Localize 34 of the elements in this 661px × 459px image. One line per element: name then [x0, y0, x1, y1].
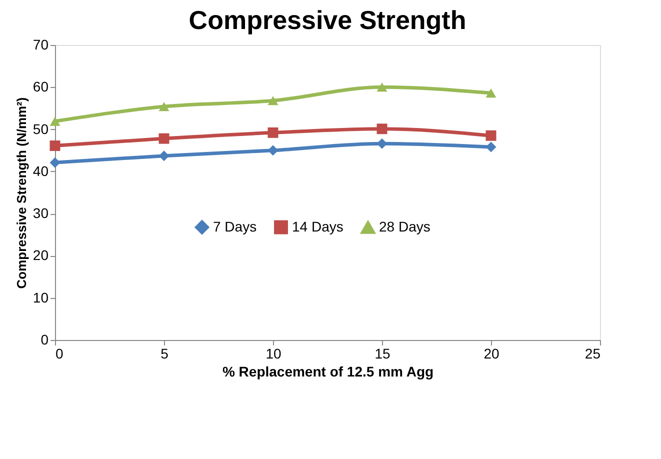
point	[158, 133, 170, 144]
point	[486, 88, 496, 98]
x-tick-label: 25	[584, 346, 601, 362]
point	[158, 150, 170, 162]
point	[268, 127, 278, 138]
point	[486, 130, 496, 141]
x-tick-label: 15	[374, 346, 390, 362]
point	[158, 102, 170, 112]
point	[486, 142, 496, 152]
point	[268, 145, 278, 156]
y-tick-label: 70	[32, 36, 49, 52]
y-tick-label: 30	[32, 205, 49, 222]
x-tick-label: 0	[56, 346, 64, 362]
y-tick-label: 60	[32, 78, 49, 95]
y-tick-label: 20	[32, 247, 49, 264]
point	[268, 96, 278, 106]
y-tick-label: 10	[32, 289, 49, 306]
chart-title: Compressive Strength	[188, 5, 466, 35]
y-tick-label: 40	[32, 162, 49, 179]
y-tick-label: 50	[32, 120, 49, 137]
legend-label: 7 Days	[213, 218, 257, 234]
x-tick-label: 20	[484, 346, 500, 362]
y-axis-title: Compressive Strength (N/mm²)	[14, 97, 29, 289]
y-tick-label: 0	[40, 332, 49, 348]
legend-label: 28 Days	[379, 218, 430, 235]
point	[50, 116, 60, 126]
x-tick-label: 10	[266, 346, 282, 362]
point	[376, 124, 388, 134]
x-axis-title: % Replacement of 12.5 mm Agg	[222, 364, 434, 380]
point	[376, 82, 388, 92]
point	[50, 140, 60, 151]
legend-label: 14 Days	[292, 218, 344, 234]
point	[50, 157, 60, 168]
x-tick-label: 5	[160, 346, 169, 362]
